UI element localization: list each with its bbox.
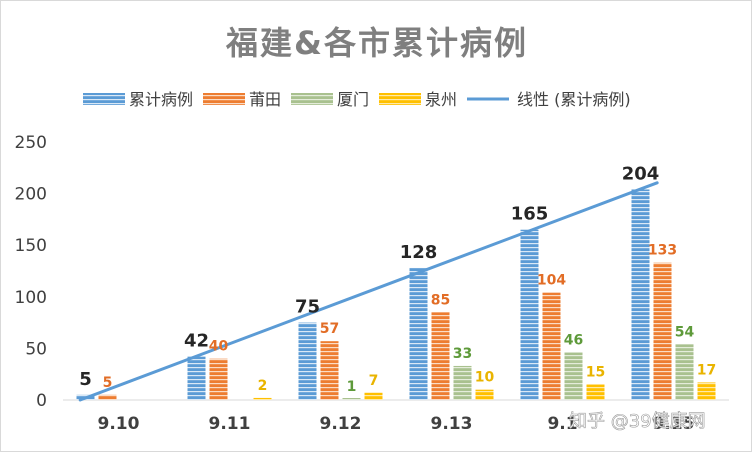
y-tick-label-4: 200 bbox=[15, 185, 47, 205]
data-label-2-5: 54 bbox=[675, 324, 695, 340]
trendline-path bbox=[78, 181, 659, 402]
y-tick-label-2: 100 bbox=[15, 288, 47, 308]
data-label-0-4: 165 bbox=[511, 204, 549, 225]
data-label-0-1: 42 bbox=[184, 331, 209, 352]
bar-2-2 bbox=[342, 398, 361, 400]
x-tick-label-1: 9.11 bbox=[209, 414, 251, 434]
bars bbox=[76, 189, 716, 400]
bar-1-2 bbox=[320, 341, 339, 400]
data-label-0-2: 75 bbox=[295, 297, 320, 318]
data-label-1-5: 133 bbox=[648, 243, 677, 259]
bar-1-1 bbox=[209, 358, 228, 400]
bar-0-4 bbox=[520, 229, 539, 400]
bar-1-3 bbox=[431, 312, 450, 400]
data-label-3-3: 10 bbox=[475, 370, 495, 386]
data-label-1-4: 104 bbox=[537, 273, 566, 289]
legend-label-0: 累计病例 bbox=[129, 90, 193, 109]
legend-swatch-1 bbox=[203, 93, 245, 105]
legend-swatch-3 bbox=[379, 93, 421, 105]
bar-0-3 bbox=[409, 267, 428, 400]
legend-item-trendline: 线性 (累计病例) bbox=[467, 90, 631, 109]
data-label-0-3: 128 bbox=[400, 242, 438, 263]
data-label-1-3: 85 bbox=[431, 292, 450, 308]
data-label-2-4: 46 bbox=[564, 333, 583, 349]
bar-3-2 bbox=[364, 392, 383, 400]
x-tick-label-2: 9.12 bbox=[320, 414, 362, 434]
bar-1-5 bbox=[653, 262, 672, 400]
data-label-2-2: 1 bbox=[347, 379, 357, 395]
bar-1-0 bbox=[98, 394, 117, 400]
data-label-2-3: 33 bbox=[453, 346, 472, 362]
legend-item-2: 厦门 bbox=[291, 90, 369, 109]
bar-1-4 bbox=[542, 292, 561, 400]
bar-2-4 bbox=[564, 352, 583, 400]
bar-2-5 bbox=[675, 344, 694, 400]
bar-0-5 bbox=[631, 189, 650, 400]
bar-3-1 bbox=[253, 397, 272, 400]
x-tick-label-5: 9.15 bbox=[653, 414, 695, 434]
data-label-3-5: 17 bbox=[697, 362, 716, 378]
x-tick-label-3: 9.13 bbox=[431, 414, 473, 434]
x-axis: 9.10 9.11 9.12 9.13 9.1 9.15 bbox=[63, 399, 729, 434]
y-tick-label-3: 150 bbox=[15, 236, 47, 256]
y-axis: 0 50 100 150 200 250 bbox=[15, 133, 47, 411]
legend-label-trendline: 线性 (累计病例) bbox=[517, 90, 631, 109]
bar-3-4 bbox=[586, 384, 605, 400]
x-tick-label-4: 9.1 bbox=[547, 414, 577, 434]
bar-3-5 bbox=[697, 382, 716, 400]
watermark: 知乎 @39健康网 bbox=[569, 411, 706, 432]
bar-0-2 bbox=[298, 322, 317, 400]
data-label-3-1: 2 bbox=[258, 378, 268, 394]
legend-item-0: 累计病例 bbox=[83, 90, 193, 109]
y-tick-label-0: 0 bbox=[36, 391, 47, 411]
legend-label-3: 泉州 bbox=[425, 90, 457, 109]
legend-label-1: 莆田 bbox=[249, 90, 281, 109]
data-label-3-4: 15 bbox=[586, 365, 605, 381]
y-tick-label-5: 250 bbox=[15, 133, 47, 153]
legend: 累计病例 莆田 厦门 泉州 线性 (累计病例) bbox=[83, 90, 631, 109]
legend-label-2: 厦门 bbox=[337, 90, 369, 109]
bar-0-1 bbox=[187, 356, 206, 400]
legend-item-3: 泉州 bbox=[379, 90, 457, 109]
y-tick-label-1: 50 bbox=[25, 339, 47, 359]
legend-swatch-0 bbox=[83, 93, 125, 105]
legend-item-1: 莆田 bbox=[203, 90, 281, 109]
data-label-1-0: 5 bbox=[103, 375, 113, 391]
chart-title: 福建&各市累计病例 bbox=[225, 24, 528, 62]
data-label-3-2: 7 bbox=[369, 373, 379, 389]
trendline bbox=[78, 181, 659, 402]
data-label-0-5: 204 bbox=[622, 163, 660, 184]
bar-2-3 bbox=[453, 365, 472, 400]
bar-3-3 bbox=[475, 389, 494, 400]
data-label-0-0: 5 bbox=[79, 369, 92, 390]
data-label-1-2: 57 bbox=[320, 321, 339, 337]
x-tick-label-0: 9.10 bbox=[98, 414, 140, 434]
data-label-1-1: 40 bbox=[209, 339, 229, 355]
legend-swatch-2 bbox=[291, 93, 333, 105]
